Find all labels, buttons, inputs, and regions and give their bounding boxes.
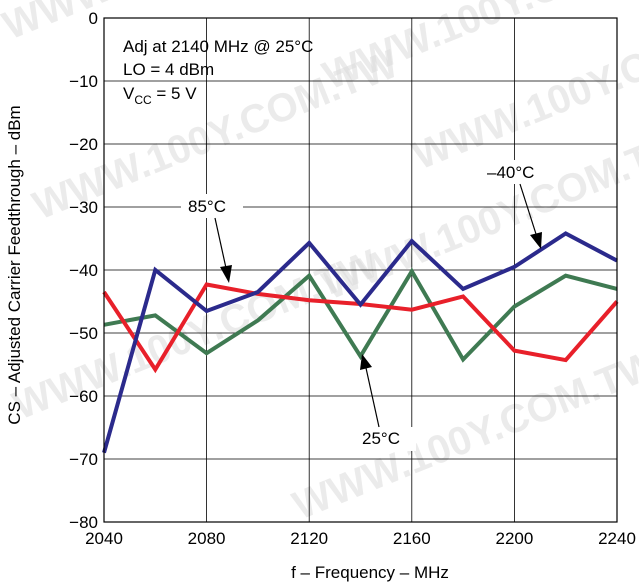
series-line-25c [103,267,618,363]
series-line-minus40c [102,231,618,454]
x-tick-label: 2040 [85,529,123,548]
grid [104,18,617,522]
condition-adj: Adj at 2140 MHz @ 25°C [123,37,313,56]
series-label-minus40: –40°C [487,163,534,182]
label-bg-25 [352,427,416,451]
arrowhead-25 [360,354,372,370]
conditions-box: Adj at 2140 MHz @ 25°C LO = 4 dBm VCC = … [123,37,313,107]
y-tick-label: −40 [69,261,98,280]
x-tick-label: 2200 [495,529,533,548]
condition-vcc: VCC = 5 V [123,84,197,107]
y-tick-label: −30 [69,198,98,217]
vcc-sub: CC [134,93,152,107]
y-tick-label: 0 [89,9,98,28]
series-layer [102,231,619,454]
label-bg-85 [181,194,243,218]
arrowhead-85 [220,265,232,283]
x-tick-label: 2120 [290,529,328,548]
arrowhead-minus40 [530,232,542,249]
y-tick-label: −20 [69,135,98,154]
vcc-rest: = 5 V [152,84,198,103]
series-label-25: 25°C [362,429,400,448]
y-tick-label: −80 [69,513,98,532]
arrow-line-85 [214,217,227,269]
y-axis-title: CS – Adjusted Carrier Feedthrough – dBm [5,105,24,424]
vcc-main: V [123,84,135,103]
condition-lo: LO = 4 dBm [123,60,214,79]
label-bg-minus40 [482,160,552,184]
watermark-text: WWW.100Y.COM.TW [287,342,639,529]
x-tick-label: 2080 [188,529,226,548]
annotations: –40°C 85°C 25°C [181,160,552,451]
arrow-line-25 [365,367,380,428]
y-tick-label: −60 [69,387,98,406]
arrow-line-minus40 [519,183,537,235]
x-tick-label: 2240 [598,529,636,548]
y-tick-label: −70 [69,450,98,469]
x-axis-title: f – Frequency – MHz [291,563,449,582]
x-tick-label: 2160 [393,529,431,548]
y-tick-label: −10 [69,72,98,91]
series-label-85: 85°C [188,197,226,216]
plot-frame [103,17,618,523]
tick-labels: 2040 2080 2120 2160 2200 2240 0 −10 −20 −30 −40 −50… [69,9,636,548]
y-tick-label: −50 [69,324,98,343]
